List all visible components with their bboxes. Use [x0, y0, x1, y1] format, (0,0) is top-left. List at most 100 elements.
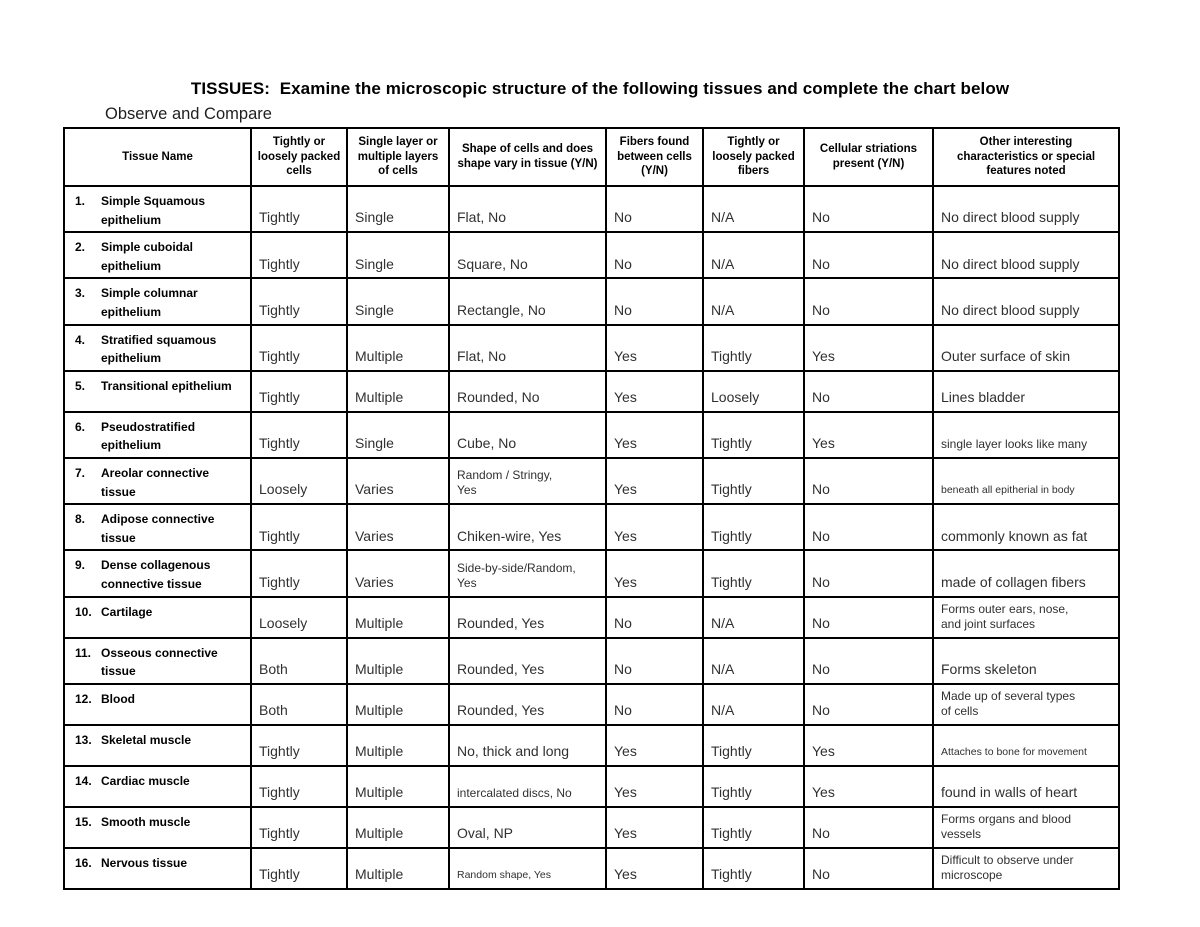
answer-cell: Yes [605, 503, 704, 552]
tissue-name-cell: 1. Simple Squamous epithelium [63, 184, 252, 234]
answer-cell: No [803, 805, 934, 849]
answer-cell: Random shape, Yes [448, 846, 607, 890]
answer-cell: Cube, No [448, 410, 607, 459]
answer-cell: Yes [605, 456, 704, 506]
table-row: 10. Cartilage Loosely Multiple Rounded, Yes N… [63, 595, 1120, 639]
answer-cell: Varies [346, 456, 450, 506]
answer-cell: Multiple [346, 323, 450, 372]
answer-cell: N/A [702, 636, 805, 685]
tissue-name-cell: 5. Transitional epithelium [63, 369, 252, 413]
answer-cell: Outer surface of skin [932, 323, 1120, 372]
tissue-name-cell: 15. Smooth muscle [63, 805, 252, 849]
tissue-name-cell: 14. Cardiac muscle [63, 764, 252, 808]
answer-cell: Tightly [250, 323, 348, 372]
answer-cell: Single [346, 410, 450, 459]
table-row: 9. Dense collagenous connective tissue Tig… [63, 549, 1120, 598]
table-row: 1. Simple Squamous epithelium Tightly Singl… [63, 184, 1120, 234]
row-number: 1. [75, 194, 86, 208]
answer-cell: beneath all epitherial in body [932, 456, 1120, 506]
row-number: 15. [75, 814, 92, 829]
tissue-name: Stratified squamous epithelium [101, 332, 217, 366]
answer-cell: Yes [605, 410, 704, 459]
answer-cell: Multiple [346, 595, 450, 639]
column-header: Tissue Name [63, 127, 252, 187]
answer-cell: Loosely [250, 595, 348, 639]
tissue-name-cell: 8. Adipose connective tissue [63, 503, 252, 552]
table-row: 3. Simple columnar epithelium Tightly Singl… [63, 277, 1120, 326]
answer-cell: No direct blood supply [932, 277, 1120, 326]
row-number: 6. [75, 419, 86, 434]
answer-cell: Tightly [702, 410, 805, 459]
answer-cell: Flat, No [448, 323, 607, 372]
answer-cell: made of collagen fibers [932, 549, 1120, 598]
tissue-name: Dense collagenous connective tissue [101, 558, 211, 591]
table-row: 7. Areolar connective tissue Loosely Varies… [63, 456, 1120, 506]
answer-cell: No [605, 595, 704, 639]
tissue-name-cell: 12. Blood [63, 682, 252, 726]
row-number: 8. [75, 512, 86, 527]
row-number: 16. [75, 855, 92, 870]
answer-cell: Varies [346, 549, 450, 598]
answer-cell: Tightly [250, 846, 348, 890]
column-header: Tightly or loosely packed cells [250, 127, 348, 187]
tissue-name-cell: 6. Pseudostratified epithelium [63, 410, 252, 459]
answer-cell: Rounded, Yes [448, 595, 607, 639]
answer-cell: Yes [803, 410, 934, 459]
answer-cell: Loosely [250, 456, 348, 506]
answer-cell: Tightly [702, 323, 805, 372]
answer-cell: No [803, 503, 934, 552]
tissue-name: Osseous connective tissue [101, 645, 218, 679]
answer-cell: No [803, 549, 934, 598]
answer-cell: Flat, No [448, 184, 607, 234]
table-row: 13. Skeletal muscle Tightly Multiple No, thi… [63, 723, 1120, 767]
answer-cell: Rectangle, No [448, 277, 607, 326]
answer-cell: Yes [605, 323, 704, 372]
row-number: 3. [75, 286, 86, 301]
answer-cell: No [803, 595, 934, 639]
answer-cell: Tightly [702, 723, 805, 767]
answer-cell: Tightly [250, 231, 348, 280]
tissue-name-cell: 7. Areolar connective tissue [63, 456, 252, 506]
answer-cell: Forms outer ears, nose, and joint surfac… [932, 595, 1120, 639]
answer-cell: Forms skeleton [932, 636, 1120, 685]
answer-cell: Tightly [702, 846, 805, 890]
answer-cell: No direct blood supply [932, 184, 1120, 234]
table-row: 16. Nervous tissue Tightly Multiple Random s… [63, 846, 1120, 890]
answer-cell: Square, No [448, 231, 607, 280]
tissue-name: Pseudostratified epithelium [101, 419, 196, 453]
answer-cell: intercalated discs, No [448, 764, 607, 808]
tissue-name: Cartilage [101, 604, 153, 619]
answer-cell: Random / Stringy, Yes [448, 456, 607, 506]
answer-cell: N/A [702, 184, 805, 234]
answer-cell: N/A [702, 277, 805, 326]
tissue-name-cell: 11. Osseous connective tissue [63, 636, 252, 685]
answer-cell: Varies [346, 503, 450, 552]
column-header: Single layer or multiple layers of cells [346, 127, 450, 187]
answer-cell: Yes [605, 723, 704, 767]
answer-cell: Single [346, 184, 450, 234]
table-row: 14. Cardiac muscle Tightly Multiple intercal… [63, 764, 1120, 808]
table-row: 2. Simple cuboidal epithelium Tightly Singl… [63, 231, 1120, 280]
answer-cell: Yes [803, 764, 934, 808]
row-number: 11. [75, 645, 92, 660]
tissue-name: Nervous tissue [101, 855, 188, 870]
answer-cell: Chiken-wire, Yes [448, 503, 607, 552]
answer-cell: No [803, 184, 934, 234]
answer-cell: Oval, NP [448, 805, 607, 849]
answer-cell: N/A [702, 682, 805, 726]
answer-cell: No [605, 636, 704, 685]
column-header: Tightly or loosely packed fibers [702, 127, 805, 187]
tissue-name: Cardiac muscle [101, 773, 190, 788]
tissue-name: Blood [101, 691, 135, 706]
column-header: Other interesting characteristics or spe… [932, 127, 1120, 187]
answer-cell: Made up of several types of cells [932, 682, 1120, 726]
row-number: 9. [75, 558, 86, 573]
answer-cell: Multiple [346, 369, 450, 413]
answer-cell: Tightly [250, 410, 348, 459]
answer-cell: No [605, 184, 704, 234]
table-row: 4. Stratified squamous epithelium Tightly M… [63, 323, 1120, 372]
answer-cell: Loosely [702, 369, 805, 413]
answer-cell: Tightly [250, 549, 348, 598]
answer-cell: No [605, 277, 704, 326]
